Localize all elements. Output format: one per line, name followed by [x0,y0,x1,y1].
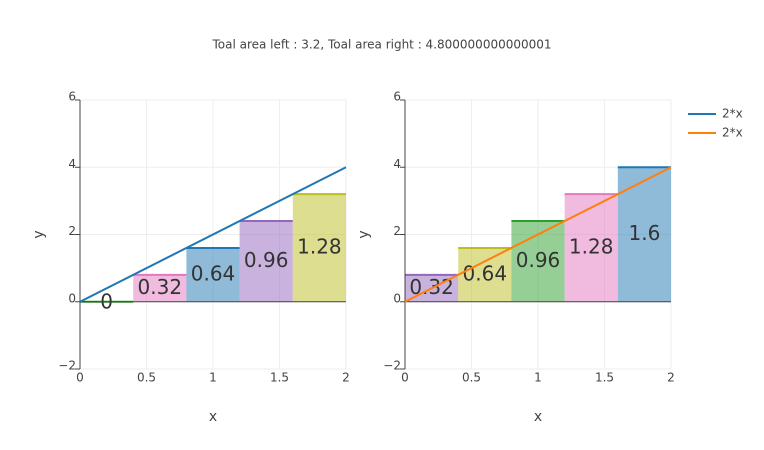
y-tick-label: 6 [393,90,401,104]
line-series [404,166,672,303]
bar [133,274,187,302]
bar [186,247,240,302]
x-tick-label: 0 [401,371,409,385]
x-axis-title: x [209,409,217,425]
y-axis-title: y [356,230,372,238]
x-tick-label: 1 [534,371,542,385]
x-tick-label: 1.5 [270,371,289,385]
y-tick-label: 2 [393,224,401,238]
y-axis-title: y [31,230,47,238]
y-tick-label: 4 [68,157,76,171]
bar [239,221,293,302]
y-tick-label: −2 [58,359,76,373]
y-tick-label: 2 [68,224,76,238]
bar [458,247,512,302]
bar-label: 1.28 [297,234,342,258]
bar [564,194,618,302]
x-tick-label: 2 [667,371,675,385]
x-tick-label: 2 [342,371,350,385]
x-tick-label: 0.5 [462,371,481,385]
y-tick-label: 6 [68,90,76,104]
line-series [79,166,347,303]
y-tick-label: 0 [68,291,76,305]
bar [292,194,346,302]
x-axis-title: x [534,409,542,425]
y-tick-label: 4 [393,157,401,171]
bar-label: 0.64 [191,261,236,285]
bar-label: 0.96 [516,248,561,272]
legend-label: 2*x [722,126,743,140]
figure-title: Toal area left : 3.2, Toal area right : … [211,38,551,52]
bar-label: 0.64 [463,261,508,285]
x-tick-label: 0.5 [137,371,156,385]
bar-label: 1.28 [569,234,614,258]
y-tick-label: 0 [393,291,401,305]
bar-label: 0.32 [138,275,183,299]
bar-label: 0.96 [244,248,289,272]
x-tick-label: 1 [209,371,217,385]
y-tick-label: −2 [383,359,401,373]
x-tick-label: 1.5 [595,371,614,385]
x-tick-label: 0 [76,371,84,385]
bar-label: 1.6 [628,221,660,245]
legend-label: 2*x [722,107,743,121]
